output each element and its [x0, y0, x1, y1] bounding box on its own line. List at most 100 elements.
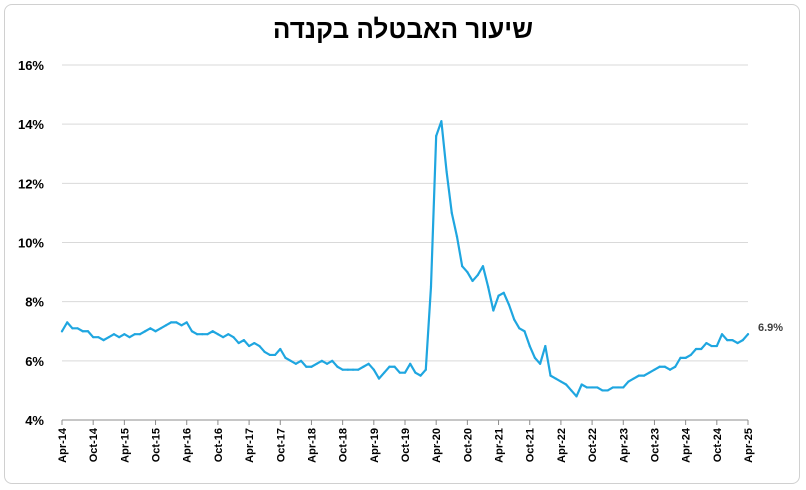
x-tick-label: Apr-23 [618, 428, 630, 463]
data-point [118, 336, 121, 339]
data-point [601, 389, 604, 392]
y-tick-label: 16% [18, 58, 44, 73]
series-line [60, 120, 750, 398]
data-point [694, 347, 698, 351]
data-point [403, 371, 407, 374]
data-point [331, 359, 334, 362]
data-point [159, 327, 162, 330]
data-point [487, 285, 490, 288]
data-point [325, 362, 329, 365]
data-point [341, 368, 344, 371]
data-point [596, 386, 599, 389]
x-tick-label: Apr-21 [494, 428, 506, 463]
data-point [492, 309, 495, 312]
x-tick-label: Oct-14 [88, 427, 100, 462]
x-tick-label: Apr-22 [556, 428, 568, 463]
data-point [674, 365, 677, 368]
x-tick-label: Oct-20 [462, 428, 474, 462]
x-tick-label: Oct-15 [151, 428, 163, 462]
data-point [632, 377, 635, 380]
x-tick-label: Apr-17 [244, 428, 256, 463]
data-point [715, 344, 718, 348]
data-point [237, 341, 240, 345]
data-point [606, 389, 609, 392]
x-tick-label: Apr-18 [306, 428, 318, 463]
data-point [279, 347, 282, 351]
data-point [705, 341, 708, 345]
data-point [689, 353, 692, 357]
data-point [497, 294, 500, 297]
data-point [289, 359, 292, 362]
data-point [164, 324, 168, 327]
x-tick-label: Oct-17 [275, 428, 287, 462]
data-point [590, 386, 594, 389]
data-point [97, 336, 100, 339]
data-point [268, 353, 271, 357]
data-point [476, 273, 479, 277]
data-point [720, 333, 724, 336]
data-point [294, 362, 297, 365]
data-point [580, 383, 583, 386]
data-point [253, 341, 256, 345]
data-point [575, 395, 578, 398]
data-point [367, 362, 370, 365]
y-tick-label: 14% [18, 117, 44, 132]
data-point [466, 270, 469, 274]
data-point [242, 339, 245, 342]
data-point [170, 321, 173, 324]
data-point [66, 321, 69, 324]
data-point [450, 211, 453, 215]
x-tick-label: Apr-25 [743, 428, 755, 463]
data-point [227, 333, 230, 336]
x-tick-label: Apr-16 [182, 428, 194, 463]
data-point [455, 235, 459, 238]
data-point [679, 356, 682, 359]
data-point [81, 330, 84, 333]
data-point [299, 359, 303, 362]
data-point [710, 344, 713, 348]
data-point [440, 120, 443, 123]
data-point [196, 333, 199, 336]
data-point [622, 386, 625, 389]
data-point [247, 344, 251, 348]
data-point [398, 371, 401, 374]
data-point [658, 365, 661, 368]
data-point [123, 333, 126, 336]
data-point [222, 336, 225, 339]
data-point [648, 371, 651, 374]
data-point [372, 368, 375, 371]
data-point [149, 327, 152, 330]
x-tick-label: Oct-19 [400, 428, 412, 462]
data-point [507, 303, 511, 306]
data-point [190, 330, 194, 333]
y-tick-label: 12% [18, 176, 44, 191]
data-point [377, 377, 381, 380]
data-point [461, 265, 464, 268]
data-point [700, 347, 703, 351]
data-point [435, 134, 438, 138]
data-point [549, 374, 552, 377]
data-point [112, 333, 116, 336]
data-point [741, 339, 744, 342]
y-tick-label: 4% [25, 413, 44, 428]
data-point [565, 383, 568, 386]
data-point [60, 330, 64, 333]
data-point [616, 386, 620, 389]
data-point [216, 333, 220, 336]
data-point [86, 330, 90, 333]
data-point [232, 336, 235, 339]
data-point [539, 362, 542, 365]
data-point [388, 365, 391, 368]
data-point [211, 330, 214, 333]
data-point [310, 365, 313, 368]
data-point [570, 389, 573, 392]
x-tick-label: Oct-22 [587, 428, 599, 462]
data-point [263, 350, 266, 354]
data-point [409, 362, 412, 365]
y-tick-label: 10% [18, 236, 44, 251]
data-point [585, 386, 588, 389]
data-point [393, 365, 396, 368]
data-point [653, 368, 656, 371]
data-point [383, 371, 386, 374]
